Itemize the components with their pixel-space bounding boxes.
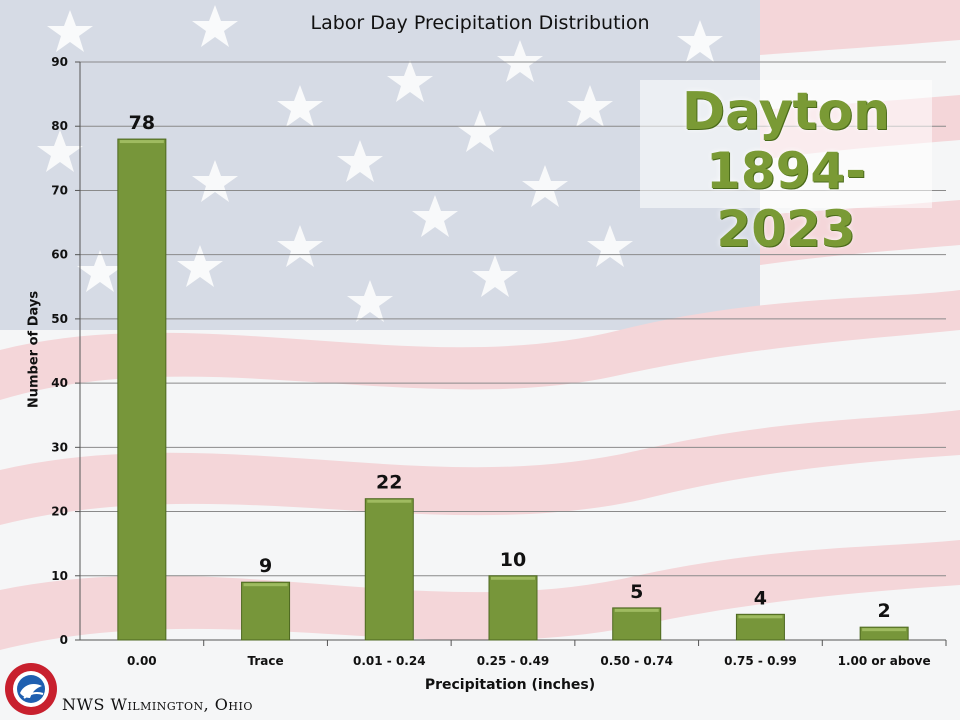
gridlines	[80, 61, 946, 577]
bar-highlight	[614, 608, 659, 612]
data-labels: 78 9 22 10 5 4 2	[129, 112, 891, 622]
data-label: 10	[500, 549, 526, 571]
y-tick-label: 40	[51, 376, 68, 390]
x-tick-label: 0.01 - 0.24	[353, 654, 426, 668]
bar	[117, 138, 167, 641]
y-tick-label: 50	[51, 312, 68, 326]
y-tick-label: 70	[51, 183, 68, 197]
bar-highlight	[738, 615, 783, 619]
y-tick-label: 20	[51, 505, 68, 519]
data-label: 9	[259, 555, 272, 577]
tick-labels: 0 10 20 30 40 50 60 70 80 90 0.00 Trace 0.01 - 0.24 0…	[51, 55, 930, 668]
data-label: 2	[878, 600, 891, 622]
y-tick-label: 0	[60, 633, 68, 647]
chart-title: Labor Day Precipitation Distribution	[310, 12, 650, 34]
y-tick-label: 30	[51, 440, 68, 454]
y-axis-label: Number of Days	[26, 290, 42, 409]
bar-highlight	[862, 628, 907, 632]
location-panel	[640, 80, 932, 208]
bar	[735, 613, 785, 641]
bar	[364, 498, 414, 641]
x-tick-label: 0.00	[127, 654, 157, 668]
x-tick-label: 0.75 - 0.99	[724, 654, 797, 668]
location-city: Dayton	[681, 82, 891, 142]
location-years: 1894-2023	[706, 142, 866, 258]
bar	[488, 575, 538, 641]
nws-logo-icon	[5, 663, 57, 715]
x-axis-label: Precipitation (inches)	[424, 677, 596, 693]
bar-highlight	[243, 583, 288, 587]
bar	[612, 607, 662, 641]
y-tick-label: 60	[51, 248, 68, 262]
data-label: 5	[630, 581, 643, 603]
y-tick-label: 10	[51, 569, 68, 583]
data-label: 4	[754, 587, 767, 609]
footer-credit: NWS Wilmington, Ohio	[62, 695, 253, 714]
x-tick-label: Trace	[248, 654, 284, 668]
bar-highlight	[367, 499, 412, 503]
x-tick-label: 1.00 or above	[838, 654, 931, 668]
x-tick-label: 0.25 - 0.49	[477, 654, 550, 668]
data-label: 22	[376, 472, 402, 494]
data-label: 78	[129, 112, 155, 134]
bars	[117, 138, 909, 641]
y-tick-label: 80	[51, 119, 68, 133]
y-tick-label: 90	[51, 55, 68, 69]
x-tick-label: 0.50 - 0.74	[600, 654, 673, 668]
bar	[241, 581, 291, 641]
bar-highlight	[491, 576, 535, 580]
bar-highlight	[119, 140, 164, 144]
